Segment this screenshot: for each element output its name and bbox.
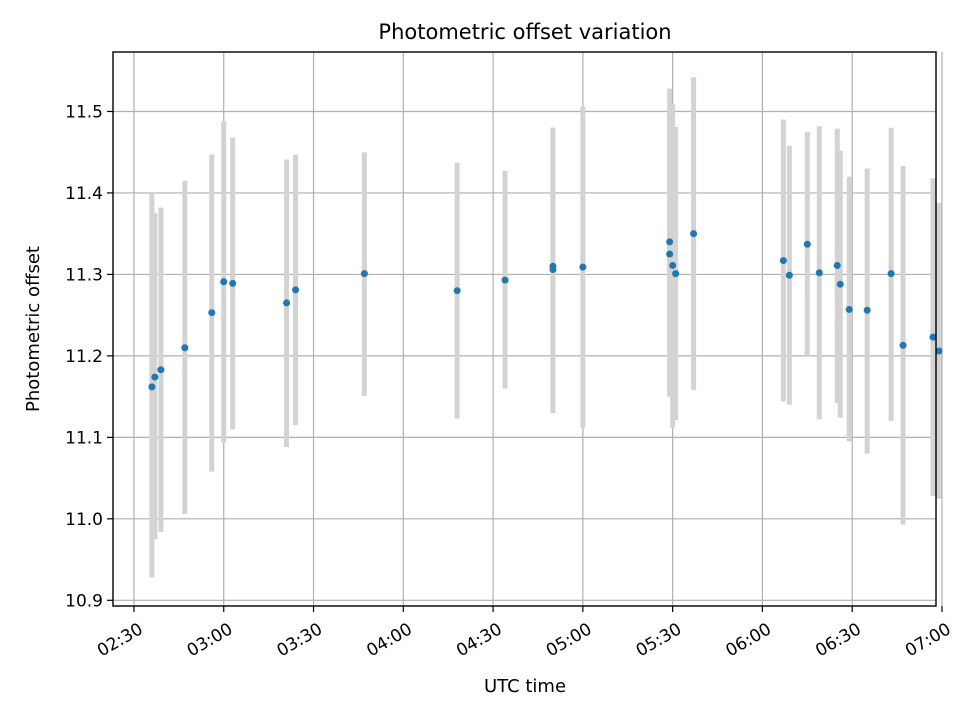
point-layer: [148, 230, 943, 391]
data-point: [779, 257, 787, 265]
data-point: [833, 261, 841, 269]
data-point: [666, 250, 674, 258]
data-point: [669, 261, 677, 269]
y-tick-label: 11.5: [65, 102, 103, 122]
data-point: [229, 279, 237, 287]
data-point: [453, 287, 461, 295]
data-point: [690, 230, 698, 238]
x-axis-label: UTC time: [484, 676, 566, 697]
data-point: [899, 341, 907, 349]
data-point: [292, 286, 300, 294]
data-point: [360, 270, 368, 278]
y-tick-label: 11.3: [65, 265, 103, 285]
chart-title: Photometric offset variation: [378, 20, 671, 44]
data-point: [863, 306, 871, 314]
data-point: [815, 269, 823, 277]
data-point: [181, 344, 189, 352]
data-point: [845, 305, 853, 313]
data-point: [283, 299, 291, 307]
data-point: [836, 280, 844, 288]
data-point: [157, 366, 165, 374]
data-point: [579, 263, 587, 271]
y-tick-label: 10.9: [65, 591, 103, 611]
data-point: [208, 309, 216, 317]
y-tick-label: 11.4: [65, 184, 103, 204]
data-point: [148, 383, 156, 391]
y-tick-label: 11.1: [65, 428, 103, 448]
y-axis-label: Photometric offset: [23, 246, 44, 412]
data-point: [887, 270, 895, 278]
data-point: [803, 240, 811, 248]
data-point: [220, 278, 228, 286]
data-point: [549, 266, 557, 274]
y-tick-label: 11.2: [65, 347, 103, 367]
data-point: [935, 347, 943, 355]
y-tick-label: 11.0: [65, 510, 103, 530]
data-point: [785, 271, 793, 279]
data-point: [666, 238, 674, 246]
plot-frame: [112, 51, 937, 607]
data-point: [151, 373, 159, 381]
data-point: [672, 270, 680, 278]
data-point: [929, 333, 937, 341]
data-point: [501, 276, 509, 284]
